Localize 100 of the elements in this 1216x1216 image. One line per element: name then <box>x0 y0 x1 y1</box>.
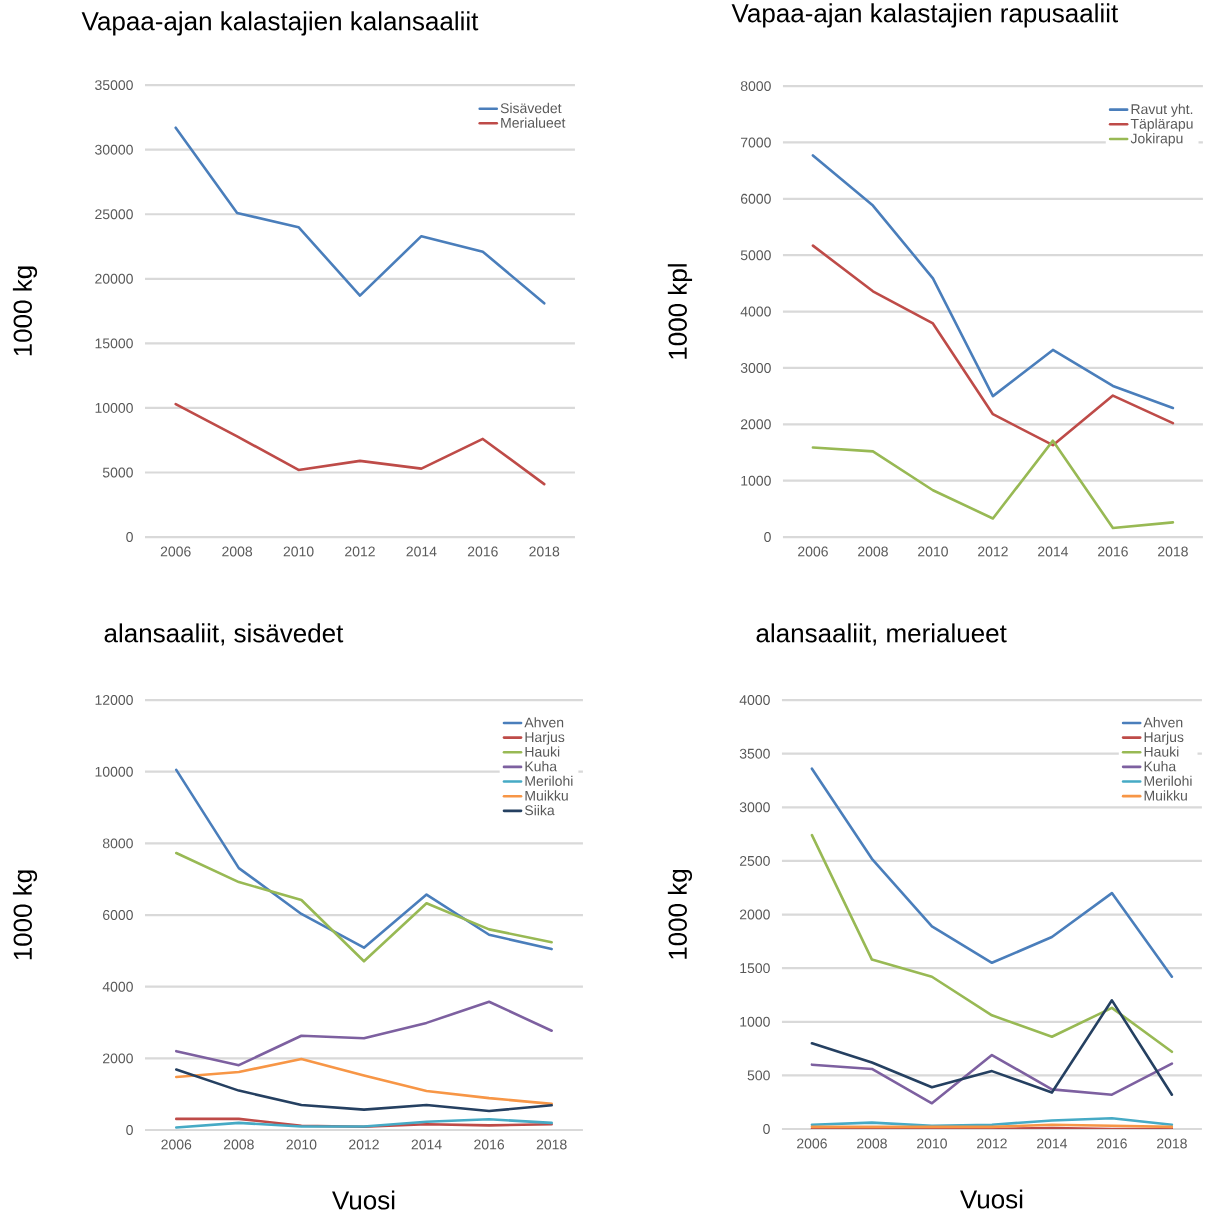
y-tick-label: 1500 <box>740 963 770 974</box>
y-tick-label: 3500 <box>739 748 770 759</box>
legend-label: Hauki <box>1144 746 1179 757</box>
y-axis-title: 1000 kpl <box>667 264 693 359</box>
y-tick-label: 25000 <box>95 209 133 220</box>
y-tick-label: 0 <box>126 1125 133 1135</box>
y-tick-label: 4000 <box>740 306 771 317</box>
x-tick-label: 2010 <box>283 546 314 557</box>
x-tick-label: 2016 <box>1098 546 1128 557</box>
x-tick-label: 2014 <box>1037 1138 1068 1149</box>
y-tick-label: 12000 <box>95 695 133 706</box>
chart-title: Vapaa-ajan kalastajien kalansaaliit <box>81 11 479 36</box>
y-tick-label: 0 <box>764 532 771 543</box>
legend-label: Kuha <box>1144 761 1177 772</box>
y-tick-label: 0 <box>126 532 133 543</box>
x-tick-label: 2018 <box>536 1139 567 1150</box>
x-tick-label: 2006 <box>161 1139 192 1150</box>
x-tick-label: 2018 <box>1158 546 1188 557</box>
y-tick-label: 2000 <box>103 1053 133 1064</box>
legend-label: Jokirapu <box>1130 133 1183 147</box>
x-axis-title: Vuosi <box>960 1189 1023 1209</box>
line-series <box>175 1117 554 1129</box>
y-tick-label: 5000 <box>740 250 771 261</box>
line-series <box>175 1000 554 1067</box>
line-series <box>811 154 1175 410</box>
y-tick-label: 15000 <box>95 338 133 349</box>
y-axis-title: 1000 kg <box>667 869 693 959</box>
x-tick-label: 2008 <box>858 546 888 557</box>
line-series <box>810 833 1174 1054</box>
line-series <box>175 1057 554 1106</box>
y-tick-label: 3000 <box>739 802 770 813</box>
y-tick-label: 2000 <box>741 419 771 430</box>
x-tick-label: 2014 <box>411 1139 442 1150</box>
chart-title: alansaaliit, sisävedet <box>104 623 344 646</box>
chart-title: Vapaa-ajan kalastajien rapusaaliit <box>731 3 1119 28</box>
x-tick-label: 2018 <box>1157 1138 1187 1149</box>
y-axis-title: 1000 kg <box>12 266 38 356</box>
x-tick-label: 2006 <box>797 1138 827 1149</box>
legend-label: Merilohi <box>525 775 573 787</box>
y-tick-label: 35000 <box>95 80 133 91</box>
line-series <box>810 1053 1174 1105</box>
y-tick-label: 2500 <box>740 855 770 866</box>
y-tick-label: 10000 <box>95 402 133 413</box>
x-tick-label: 2012 <box>977 1138 1007 1149</box>
x-tick-label: 2010 <box>286 1139 317 1150</box>
line-series <box>810 999 1174 1096</box>
y-tick-label: 4000 <box>739 695 770 706</box>
x-tick-label: 2012 <box>978 546 1008 557</box>
y-tick-label: 0 <box>763 1124 770 1134</box>
legend-label: Ahven <box>1143 717 1183 728</box>
x-tick-label: 2008 <box>224 1139 254 1150</box>
legend-label: Sisävedet <box>500 102 562 114</box>
x-tick-label: 2008 <box>857 1138 887 1149</box>
chart-title: alansaaliit, merialueet <box>756 623 1007 646</box>
y-tick-label: 8000 <box>740 81 771 92</box>
y-tick-label: 7000 <box>741 137 771 148</box>
legend-label: Hauki <box>525 746 560 757</box>
line-series <box>174 402 546 486</box>
x-tick-label: 2006 <box>160 546 191 557</box>
x-tick-label: 2012 <box>349 1139 379 1150</box>
legend-label: Muikku <box>525 790 568 801</box>
x-tick-label: 2012 <box>345 546 375 557</box>
legend-label: Muikku <box>1144 790 1187 801</box>
x-tick-label: 2014 <box>406 546 437 557</box>
legend-label: Harjus <box>525 731 565 745</box>
y-tick-label: 1000 <box>741 475 771 486</box>
x-tick-label: 2010 <box>918 546 948 557</box>
y-tick-label: 3000 <box>740 362 771 373</box>
legend-label: Ravut yht. <box>1131 103 1193 117</box>
y-axis-title: 1000 kg <box>12 870 38 960</box>
x-tick-label: 2016 <box>1097 1138 1127 1149</box>
legend-label: Täplärapu <box>1130 118 1193 132</box>
y-tick-label: 6000 <box>741 193 771 204</box>
line-series <box>811 439 1175 530</box>
y-tick-label: 10000 <box>95 766 133 777</box>
x-tick-label: 2018 <box>529 546 560 557</box>
legend-label: Merilohi <box>1144 775 1192 786</box>
x-tick-label: 2014 <box>1038 546 1069 557</box>
x-tick-label: 2008 <box>222 546 253 557</box>
line-series <box>175 851 554 963</box>
y-tick-label: 8000 <box>102 838 133 849</box>
y-tick-label: 20000 <box>95 273 133 284</box>
y-tick-label: 1000 <box>740 1016 770 1027</box>
x-tick-label: 2016 <box>474 1139 505 1150</box>
y-tick-label: 500 <box>747 1070 770 1081</box>
y-tick-label: 6000 <box>103 910 133 920</box>
line-series <box>811 244 1175 447</box>
legend-label: Harjus <box>1144 731 1184 745</box>
legend-label: Merialueet <box>501 117 566 128</box>
y-tick-label: 4000 <box>102 981 133 992</box>
legend-label: Kuha <box>525 761 558 772</box>
line-series <box>174 126 546 305</box>
line-series <box>810 1116 1174 1128</box>
x-axis-title: Vuosi <box>332 1190 395 1210</box>
x-tick-label: 2016 <box>467 546 498 557</box>
y-tick-label: 2000 <box>740 909 770 920</box>
y-tick-label: 5000 <box>102 467 133 478</box>
legend-label: Ahven <box>524 717 564 728</box>
y-tick-label: 30000 <box>95 144 133 155</box>
x-tick-label: 2010 <box>917 1138 947 1149</box>
